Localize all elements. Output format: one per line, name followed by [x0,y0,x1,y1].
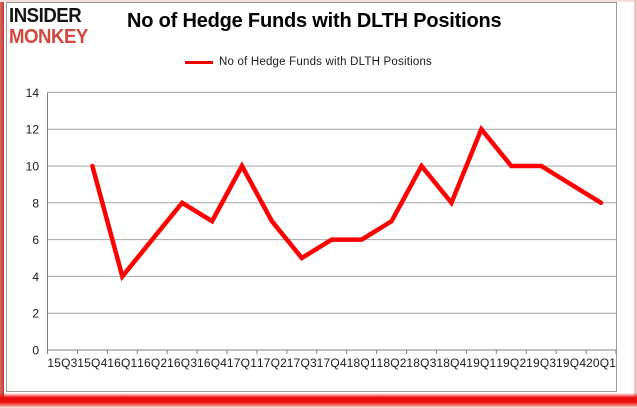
x-tick-label: 16Q1 [107,356,137,370]
x-tick-label: 18Q2 [377,356,407,370]
x-tick-label: 17Q3 [287,356,317,370]
x-tick-label: 17Q4 [317,356,347,370]
x-tick-label: 18Q4 [436,356,466,370]
chart-title: No of Hedge Funds with DLTH Positions [127,10,502,32]
y-tick-label: 4 [32,270,39,284]
x-tick-label: 19Q3 [526,356,556,370]
y-tick-label: 14 [26,86,40,100]
y-tick-label: 6 [32,233,39,247]
logo-text-monkey: MONKEY [9,26,88,48]
legend-label: No of Hedge Funds with DLTH Positions [218,56,432,68]
y-tick-label: 0 [32,344,39,358]
legend-line-marker [184,60,213,64]
y-tick-label: 12 [26,123,40,137]
chart-border [6,2,617,392]
x-tick-label: 16Q4 [197,356,227,370]
chart-legend: No of Hedge Funds with DLTH Positions [0,56,617,68]
insider-monkey-logo: INSIDER MONKEY [9,5,88,48]
y-tick-label: 8 [32,196,39,210]
x-tick-label: 15Q3 [47,356,77,370]
x-tick-label: 15Q4 [77,356,107,370]
y-tick-label: 10 [26,160,40,174]
logo-text-insider: INSIDER [9,5,82,27]
x-tick-label: 16Q3 [167,356,197,370]
x-tick-label: 16Q2 [137,356,167,370]
x-tick-label: 17Q2 [257,356,287,370]
x-tick-label: 19Q2 [496,356,526,370]
y-tick-label: 2 [32,307,39,321]
x-tick-label: 18Q1 [347,356,377,370]
x-tick-label: 18Q3 [406,356,436,370]
series-line [90,124,604,282]
x-tick-label: 17Q1 [227,356,257,370]
x-tick-label: 19Q1 [466,356,496,370]
x-tick-label: 20Q1 [586,356,616,370]
x-tick-label: 19Q4 [556,356,586,370]
